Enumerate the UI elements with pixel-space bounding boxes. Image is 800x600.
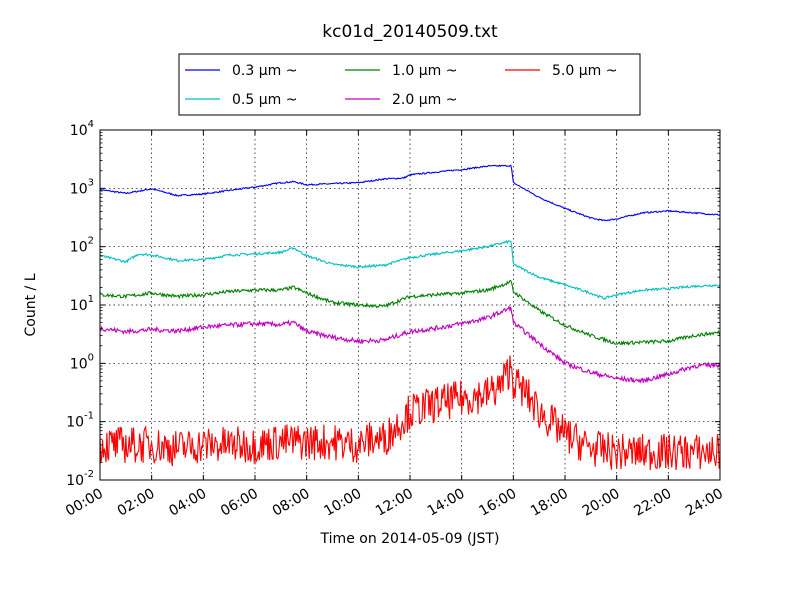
y-axis-label: Count / L xyxy=(23,273,39,336)
x-tick-label: 00:00 xyxy=(63,486,106,520)
x-axis-label: Time on 2014-05-09 (JST) xyxy=(320,531,500,547)
series-layer xyxy=(99,164,721,471)
x-tick-label: 14:00 xyxy=(425,486,468,520)
x-tick-label: 12:00 xyxy=(373,486,416,520)
y-tick-label: 10-2 xyxy=(66,469,94,489)
x-tick-label: 24:00 xyxy=(683,486,726,520)
y-tick-label: 100 xyxy=(70,352,94,372)
x-tick-label: 20:00 xyxy=(580,486,623,520)
series-line-0 xyxy=(99,164,721,222)
x-tick-label: 18:00 xyxy=(528,486,571,520)
series-line-4 xyxy=(99,355,721,471)
x-tick-label: 10:00 xyxy=(321,486,364,520)
y-tick-label: 10-1 xyxy=(66,411,94,431)
series-line-1 xyxy=(99,239,721,300)
legend-label: 1.0 μm ~ xyxy=(392,63,457,79)
series-line-2 xyxy=(99,279,721,346)
x-tick-label: 04:00 xyxy=(166,486,209,520)
y-tick-label: 104 xyxy=(70,119,94,139)
series-line-3 xyxy=(99,304,721,384)
legend: 0.3 μm ~ 0.5 μm ~ 1.0 μm ~ 2.0 μm ~ 5.0 μm ~ xyxy=(178,53,641,116)
y-tick-label: 103 xyxy=(70,177,94,197)
y-tick-label: 102 xyxy=(70,236,94,256)
x-tick-label: 22:00 xyxy=(631,486,674,520)
legend-box xyxy=(178,53,641,116)
y-axis: 10-2 10-1 100 101 102 103 104 xyxy=(66,119,720,489)
legend-label: 2.0 μm ~ xyxy=(392,92,457,108)
x-tick-label: 02:00 xyxy=(115,486,158,520)
chart-title: kc01d_20140509.txt xyxy=(322,22,498,42)
x-tick-label: 06:00 xyxy=(218,486,261,520)
legend-label: 5.0 μm ~ xyxy=(552,63,617,79)
x-tick-label: 16:00 xyxy=(476,486,519,520)
legend-label: 0.5 μm ~ xyxy=(232,92,297,108)
x-tick-label: 08:00 xyxy=(270,486,313,520)
legend-label: 0.3 μm ~ xyxy=(232,63,297,79)
y-tick-label: 101 xyxy=(70,294,94,314)
